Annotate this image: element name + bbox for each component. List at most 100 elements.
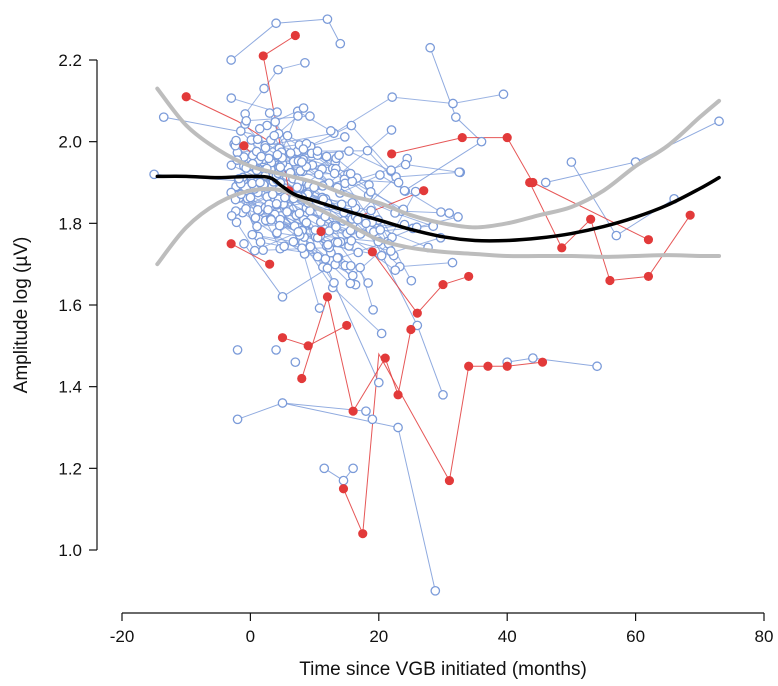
data-point-open <box>269 130 280 141</box>
data-point-open <box>231 135 241 146</box>
fit-curves-layer <box>155 86 722 267</box>
data-point-open <box>297 243 307 254</box>
data-point-open <box>239 238 249 249</box>
data-point-open <box>476 136 487 147</box>
data-point-open <box>329 168 340 179</box>
data-point-open <box>611 230 622 241</box>
y-tick-label: 1.0 <box>58 541 82 560</box>
data-point-open <box>566 157 577 167</box>
data-point-open <box>272 149 283 160</box>
data-point-filled <box>348 406 358 416</box>
data-point-filled <box>502 132 512 143</box>
data-point-open <box>293 226 304 237</box>
filled-trajectory-line <box>343 352 470 534</box>
data-point-open <box>393 422 403 433</box>
data-point-open <box>252 221 262 232</box>
data-point-open <box>294 208 305 219</box>
x-tick-label: 20 <box>369 627 388 646</box>
data-point-filled <box>412 308 422 318</box>
data-point-open <box>353 247 364 258</box>
data-point-open <box>282 130 293 141</box>
data-point-filled <box>322 292 333 302</box>
data-point-filled <box>464 271 474 282</box>
data-point-open <box>226 55 236 65</box>
data-point-open <box>430 585 441 596</box>
data-point-open <box>373 377 384 388</box>
data-point-open <box>355 262 365 273</box>
data-point-open <box>301 217 312 228</box>
fit-curve <box>155 174 721 243</box>
x-axis-title: Time since VGB initiated (months) <box>299 659 587 680</box>
data-point-open <box>245 192 256 203</box>
data-point-open <box>592 361 602 372</box>
data-point-open <box>450 112 461 123</box>
data-point-open <box>400 159 411 170</box>
data-point-filled <box>181 92 191 102</box>
ci-lower-curve <box>155 186 722 267</box>
data-point-open <box>252 134 263 145</box>
data-point-open <box>158 112 169 123</box>
data-point-filled <box>367 247 377 257</box>
data-point-open <box>362 145 373 156</box>
data-point-filled <box>297 373 307 384</box>
data-point-open <box>345 278 356 289</box>
data-point-open <box>345 261 356 271</box>
data-point-open <box>346 235 357 246</box>
data-point-open <box>275 162 286 173</box>
data-point-open <box>241 115 252 126</box>
data-point-filled <box>303 341 313 351</box>
data-point-open <box>447 257 458 268</box>
data-point-open <box>714 116 724 127</box>
data-point-open <box>385 246 396 256</box>
data-point-filled <box>387 149 397 159</box>
data-point-open <box>271 345 281 355</box>
x-tick-label: -20 <box>110 627 135 646</box>
data-point-open <box>387 92 398 102</box>
data-point-open <box>321 151 332 162</box>
x-axis-ticks: -20 0 20 40 60 80 <box>110 613 773 646</box>
data-point-open <box>332 253 343 263</box>
connecting-lines-layer <box>154 18 720 591</box>
data-point-open <box>448 98 458 109</box>
data-point-open <box>347 176 358 187</box>
data-point-open <box>376 250 387 261</box>
data-point-filled <box>643 271 654 282</box>
data-point-open <box>386 125 397 135</box>
trajectory-line <box>244 62 306 115</box>
data-point-open <box>334 150 344 161</box>
data-point-open <box>273 64 283 75</box>
data-point-open <box>231 217 242 228</box>
trajectory-line <box>243 243 380 383</box>
data-point-open <box>282 206 292 217</box>
data-point-open <box>266 214 277 225</box>
data-point-filled <box>338 484 349 494</box>
data-point-open <box>285 148 296 158</box>
data-point-open <box>249 245 260 256</box>
y-tick-label: 2.0 <box>58 133 82 152</box>
data-point-open <box>277 398 288 408</box>
data-point-open <box>329 277 339 288</box>
trajectory-line <box>545 120 720 183</box>
data-point-filled <box>380 353 390 363</box>
data-point-open <box>241 203 251 214</box>
data-point-open <box>454 167 465 178</box>
data-point-filled <box>502 361 512 371</box>
data-point-open <box>375 225 386 235</box>
data-point-open <box>386 165 396 176</box>
data-point-open <box>453 212 463 222</box>
data-point-open <box>368 304 378 315</box>
y-axis-ticks: 1.0 1.2 1.4 1.6 1.8 2.0 2.2 <box>58 51 97 560</box>
data-point-open <box>255 237 266 248</box>
data-point-filled <box>239 141 249 151</box>
data-point-open <box>335 38 346 49</box>
data-point-open <box>436 207 446 217</box>
data-point-filled <box>358 529 368 539</box>
data-point-filled <box>643 235 654 245</box>
data-point-open <box>264 108 275 118</box>
data-point-filled <box>537 357 548 367</box>
data-point-open <box>322 14 333 25</box>
data-point-filled <box>406 324 416 335</box>
data-point-open <box>250 212 261 223</box>
data-point-open <box>313 169 324 180</box>
